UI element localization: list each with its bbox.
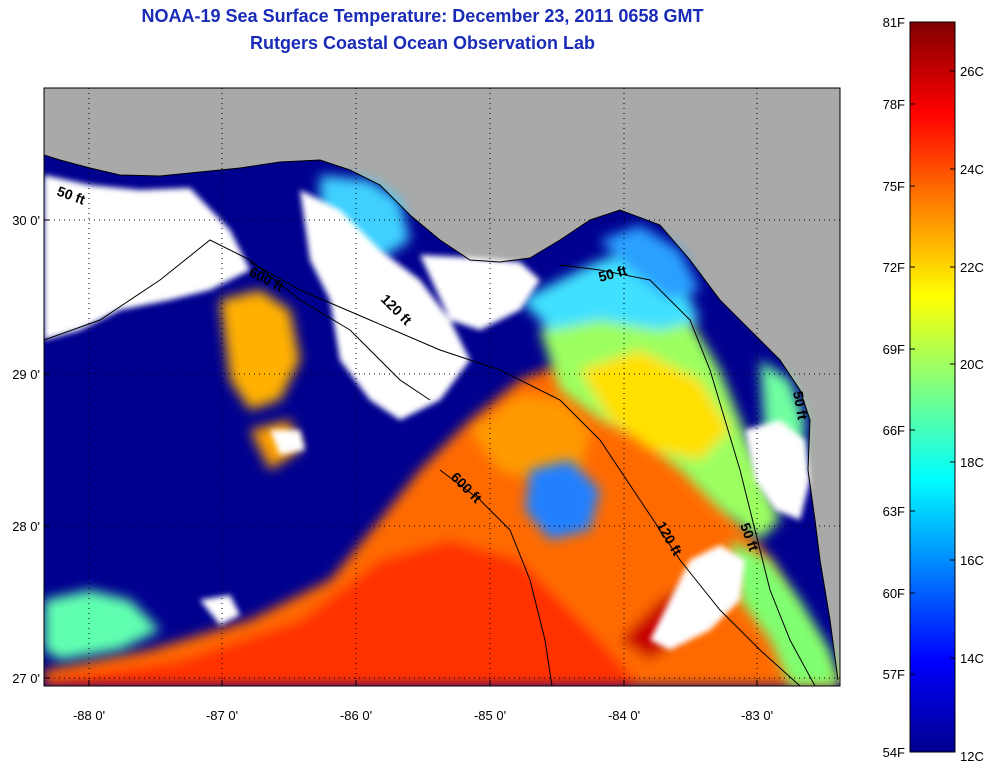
colorbar-f-label: 69F: [883, 342, 905, 357]
colorbar-c-label: 20C: [960, 357, 984, 372]
lat-label-30: 30 0': [12, 213, 40, 228]
colorbar-f-label: 57F: [883, 667, 905, 682]
axis-ticks: [44, 219, 758, 686]
colorbar-gradient: [909, 21, 956, 753]
map-frame: [43, 87, 841, 687]
colorbar-c-label: 16C: [960, 553, 984, 568]
cloud-cover: [44, 175, 810, 650]
lon-label-83: -83 0': [741, 708, 773, 723]
colorbar-f-label: 75F: [883, 179, 905, 194]
contour-label: 50 ft: [597, 262, 629, 285]
colorbar-f-label: 66F: [883, 423, 905, 438]
colorbar-f-label: 72F: [883, 260, 905, 275]
colorbar-f-label: 54F: [883, 745, 905, 760]
colorbar-f-label: 63F: [883, 504, 905, 519]
lat-label-27: 27 0': [12, 671, 40, 686]
colorbar-c-label: 26C: [960, 64, 984, 79]
colorbar-f-label: 81F: [883, 15, 905, 30]
map-subtitle: Rutgers Coastal Ocean Observation Lab: [249, 33, 596, 53]
map-panel: [44, 88, 840, 686]
lon-label-88: -88 0': [73, 708, 105, 723]
colorbar-c-label: 14C: [960, 651, 984, 666]
lon-label-85: -85 0': [474, 708, 506, 723]
colorbar-c-label: 22C: [960, 260, 984, 275]
lon-label-84: -84 0': [608, 708, 640, 723]
lon-label-87: -87 0': [206, 708, 238, 723]
lat-label-28: 28 0': [12, 519, 40, 534]
lon-label-86: -86 0': [340, 708, 372, 723]
colorbar-f-label: 78F: [883, 97, 905, 112]
colorbar-c-label: 24C: [960, 162, 984, 177]
colorbar-c-label: 18C: [960, 455, 984, 470]
colorbar-f-label: 60F: [883, 586, 905, 601]
contour-label: 50 ft: [790, 390, 811, 421]
colorbar-c-label: 12C: [960, 749, 984, 764]
lat-label-29: 29 0': [12, 367, 40, 382]
map-title: NOAA-19 Sea Surface Temperature: Decembe…: [141, 6, 704, 26]
colorbar: 81F 78F 75F 72F 69F 66F 63F 60F 57F 54F 26C 24C 22C…: [883, 15, 984, 764]
